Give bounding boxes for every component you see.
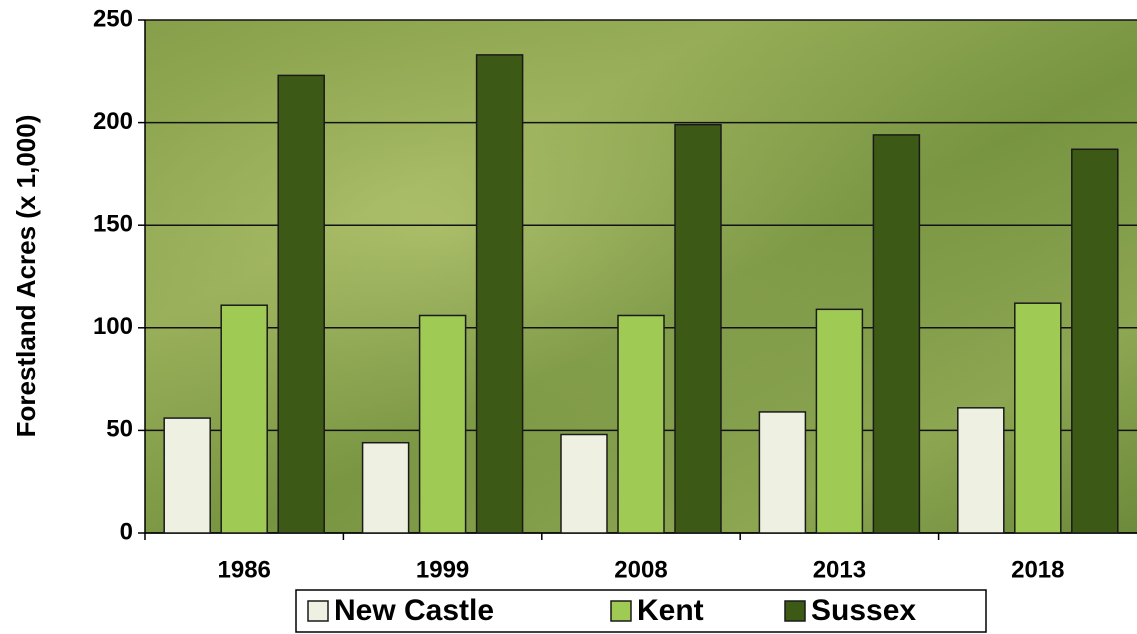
y-tick-label: 150 bbox=[93, 211, 133, 238]
x-tick-label: 1986 bbox=[218, 556, 271, 583]
x-tick-label: 1999 bbox=[416, 556, 469, 583]
y-tick-label: 50 bbox=[106, 416, 133, 443]
y-tick-label: 0 bbox=[120, 518, 133, 545]
bar bbox=[617, 314, 665, 534]
bar bbox=[475, 54, 524, 534]
bar bbox=[361, 441, 410, 534]
legend-label: Sussex bbox=[811, 594, 916, 627]
y-tick-label: 200 bbox=[93, 108, 133, 135]
legend-swatch bbox=[610, 600, 632, 622]
bar bbox=[1071, 148, 1119, 534]
legend-swatch bbox=[784, 600, 806, 622]
bar bbox=[277, 74, 325, 534]
legend-label: New Castle bbox=[334, 594, 494, 627]
bar bbox=[815, 308, 864, 534]
legend-swatch bbox=[307, 600, 329, 622]
bar bbox=[957, 407, 1005, 534]
bar bbox=[1014, 302, 1062, 534]
bar bbox=[418, 314, 467, 534]
y-tick-label: 100 bbox=[93, 313, 133, 340]
x-tick-label: 2013 bbox=[813, 556, 866, 583]
bar bbox=[220, 304, 268, 534]
y-axis-label: Forestland Acres (x 1,000) bbox=[11, 115, 41, 438]
bar bbox=[560, 433, 608, 534]
y-tick-label: 250 bbox=[93, 5, 133, 32]
bar bbox=[872, 134, 921, 534]
x-tick-label: 2008 bbox=[614, 556, 667, 583]
legend-label: Kent bbox=[637, 594, 704, 627]
x-tick-label: 2018 bbox=[1011, 556, 1064, 583]
legend bbox=[295, 589, 987, 633]
bar bbox=[674, 123, 722, 534]
bar bbox=[758, 411, 807, 534]
bar bbox=[163, 417, 211, 534]
